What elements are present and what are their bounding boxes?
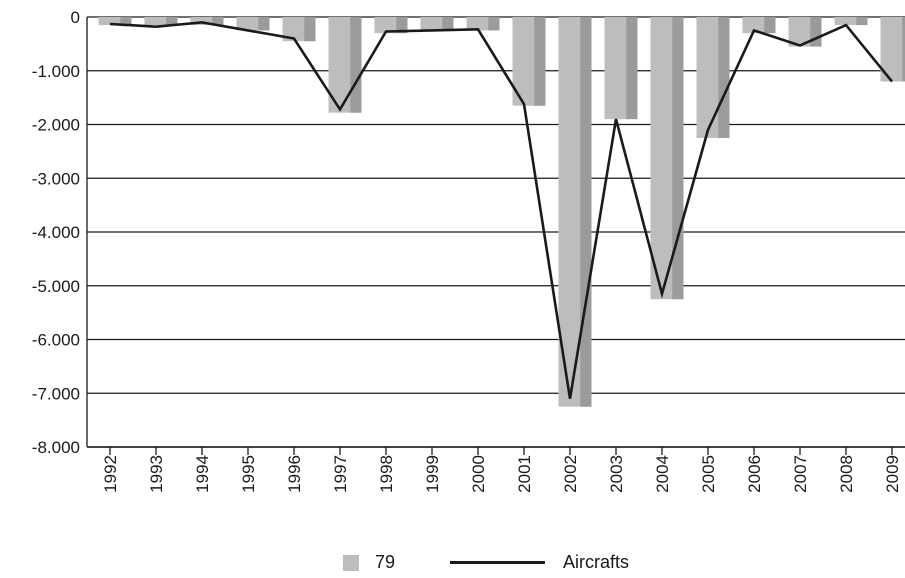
bar-shade: [442, 17, 453, 30]
gridlines: [87, 17, 905, 447]
x-tick-label: 2003: [607, 455, 626, 493]
x-tick-label: 2001: [515, 455, 534, 493]
x-tick-label: 2009: [883, 455, 902, 493]
bar-shade: [764, 17, 775, 33]
y-tick-label: -3.000: [32, 169, 80, 188]
bar-shade: [626, 17, 637, 119]
bar-shade: [672, 17, 683, 299]
bar-shade: [580, 17, 591, 407]
bar-shade: [856, 17, 867, 25]
y-tick-label: -1.000: [32, 62, 80, 81]
legend-label-bars: 79: [375, 552, 395, 573]
aircrafts-line: [110, 22, 892, 398]
legend-line-swatch: [450, 561, 545, 564]
y-tick-label: -6.000: [32, 331, 80, 350]
bar-shade: [488, 17, 499, 30]
x-tick-label: 1996: [285, 455, 304, 493]
y-tick-label: -5.000: [32, 277, 80, 296]
y-tick-label: 0: [71, 8, 80, 27]
y-tick-label: -8.000: [32, 438, 80, 457]
bars: [99, 17, 905, 407]
x-tick-label: 2008: [837, 455, 856, 493]
legend-bar-swatch: [343, 555, 359, 571]
x-tick-label: 2000: [469, 455, 488, 493]
y-tick-label: -7.000: [32, 384, 80, 403]
x-tick-label: 2002: [561, 455, 580, 493]
legend: 79 Aircrafts: [0, 552, 905, 578]
x-tick-labels: 1992 1993 1994 1995 1996 1997 1998 1999 2000 2001…: [101, 455, 902, 493]
x-tick-label: 2005: [699, 455, 718, 493]
x-tick-label: 2006: [745, 455, 764, 493]
x-tick-label: 1999: [423, 455, 442, 493]
bar-shade: [350, 17, 361, 113]
legend-item-line: Aircrafts: [450, 552, 629, 573]
bar-shade: [304, 17, 315, 41]
x-tick-label: 2007: [791, 455, 810, 493]
y-tick-label: -2.000: [32, 116, 80, 135]
bar-shade: [810, 17, 821, 47]
legend-item-bars: 79: [343, 552, 395, 573]
x-tick-label: 1995: [239, 455, 258, 493]
axes: [87, 17, 905, 455]
bar-shade: [718, 17, 729, 138]
x-tick-label: 1994: [193, 455, 212, 493]
x-tick-label: 1993: [147, 455, 166, 493]
line-series: [110, 22, 892, 398]
bar-shade: [258, 17, 269, 30]
y-tick-label: -4.000: [32, 223, 80, 242]
x-tick-label: 1992: [101, 455, 120, 493]
x-tick-label: 1998: [377, 455, 396, 493]
legend-label-line: Aircrafts: [563, 552, 629, 573]
bar-shade: [534, 17, 545, 106]
x-tick-label: 2004: [653, 455, 672, 493]
x-tick-label: 1997: [331, 455, 350, 493]
y-tick-labels: 0 -1.000 -2.000 -3.000 -4.000 -5.000 -6.000 -7.…: [32, 8, 80, 457]
